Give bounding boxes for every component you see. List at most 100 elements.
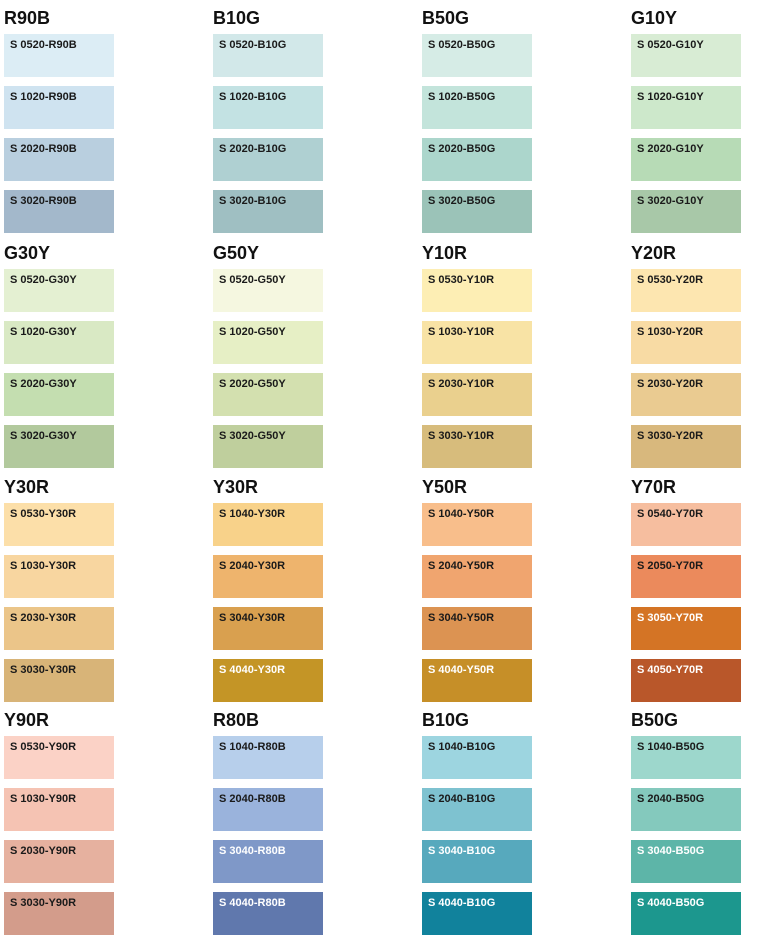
- color-swatch: S 1030-Y20R: [631, 321, 741, 364]
- color-swatch: S 2040-Y50R: [422, 555, 532, 598]
- color-swatch: S 0540-Y70R: [631, 503, 741, 546]
- color-swatch: S 0520-G10Y: [631, 34, 741, 77]
- swatch-code-label: S 1040-B10G: [428, 741, 496, 753]
- color-swatch: S 2030-Y20R: [631, 373, 741, 416]
- color-swatch: S 1040-Y50R: [422, 503, 532, 546]
- color-swatch: S 4040-B50G: [631, 892, 741, 935]
- color-swatch: S 1020-G50Y: [213, 321, 323, 364]
- color-group-r80b: R80B S 1040-R80B S 2040-R80B S 3040-R80B S 4…: [213, 710, 331, 944]
- swatch-code-label: S 3040-B10G: [428, 845, 496, 857]
- swatch-code-label: S 3020-R90B: [10, 195, 77, 207]
- swatch-code-label: S 3030-Y90R: [10, 897, 77, 909]
- swatch-code-label: S 2020-G50Y: [219, 378, 286, 390]
- color-group-title: Y20R: [631, 243, 677, 263]
- swatch-code-label: S 1030-Y30R: [10, 560, 77, 572]
- color-swatch: S 0520-G30Y: [4, 269, 114, 312]
- color-swatch: S 2030-Y10R: [422, 373, 532, 416]
- color-swatch: S 0530-Y20R: [631, 269, 741, 312]
- swatch-code-label: S 1040-Y30R: [219, 508, 286, 520]
- swatch-code-label: S 2040-B50G: [637, 793, 705, 805]
- color-swatch: S 3030-Y30R: [4, 659, 114, 702]
- color-swatch: S 2020-G30Y: [4, 373, 114, 416]
- swatch-code-label: S 4040-Y30R: [219, 664, 286, 676]
- swatch-code-label: S 2020-G10Y: [637, 143, 704, 155]
- color-swatch: S 4040-Y50R: [422, 659, 532, 702]
- swatch-code-label: S 3050-Y70R: [637, 612, 704, 624]
- color-group-g50y: G50Y S 0520-G50Y S 1020-G50Y S 2020-G50Y S 3…: [213, 243, 331, 477]
- color-group-title: Y10R: [422, 243, 468, 263]
- color-swatch: S 3040-Y30R: [213, 607, 323, 650]
- swatch-code-label: S 1020-B10G: [219, 91, 287, 103]
- color-swatch: S 1020-G10Y: [631, 86, 741, 129]
- color-group-g10y: G10Y S 0520-G10Y S 1020-G10Y S 2020-G10Y S 3…: [631, 8, 749, 242]
- color-swatch: S 2020-B10G: [213, 138, 323, 181]
- color-swatch: S 2020-R90B: [4, 138, 114, 181]
- swatch-code-label: S 3030-Y30R: [10, 664, 77, 676]
- swatch-code-label: S 4040-Y50R: [428, 664, 495, 676]
- color-group-y50r: Y50R S 1040-Y50R S 2040-Y50R S 3040-Y50R S 4…: [422, 477, 540, 711]
- swatch-code-label: S 4040-B10G: [428, 897, 496, 909]
- color-swatch: S 3020-R90B: [4, 190, 114, 233]
- swatch-code-label: S 2040-Y30R: [219, 560, 286, 572]
- swatch-code-label: S 2030-Y20R: [637, 378, 704, 390]
- swatch-code-label: S 1040-R80B: [219, 741, 286, 753]
- color-swatch: S 1040-B50G: [631, 736, 741, 779]
- color-swatch: S 2030-Y90R: [4, 840, 114, 883]
- color-swatch: S 1040-Y30R: [213, 503, 323, 546]
- color-swatch: S 3040-B10G: [422, 840, 532, 883]
- swatch-code-label: S 2020-B10G: [219, 143, 287, 155]
- color-swatch: S 3050-Y70R: [631, 607, 741, 650]
- color-group-title: G30Y: [4, 243, 51, 263]
- color-group-b50g: B50G S 1040-B50G S 2040-B50G S 3040-B50G S 4…: [631, 710, 749, 944]
- swatch-code-label: S 0520-R90B: [10, 39, 77, 51]
- swatch-code-label: S 2030-Y10R: [428, 378, 495, 390]
- color-group-title: B10G: [213, 8, 261, 28]
- color-swatch: S 0530-Y90R: [4, 736, 114, 779]
- swatch-code-label: S 3040-B50G: [637, 845, 705, 857]
- color-group-y30r: Y30R S 1040-Y30R S 2040-Y30R S 3040-Y30R S 4…: [213, 477, 331, 711]
- swatch-code-label: S 3020-B10G: [219, 195, 287, 207]
- color-swatch: S 1030-Y30R: [4, 555, 114, 598]
- color-group-title: G50Y: [213, 243, 260, 263]
- swatch-code-label: S 2030-Y30R: [10, 612, 77, 624]
- color-group-r90b: R90B S 0520-R90B S 1020-R90B S 2020-R90B S 3…: [4, 8, 122, 242]
- color-swatch: S 2020-B50G: [422, 138, 532, 181]
- color-swatch: S 0520-R90B: [4, 34, 114, 77]
- swatch-code-label: S 0520-G10Y: [637, 39, 704, 51]
- swatch-code-label: S 0520-B10G: [219, 39, 287, 51]
- swatch-code-label: S 2020-R90B: [10, 143, 77, 155]
- color-swatch: S 3020-B10G: [213, 190, 323, 233]
- color-swatch: S 1020-B50G: [422, 86, 532, 129]
- color-swatch: S 0520-B50G: [422, 34, 532, 77]
- swatch-code-label: S 4040-R80B: [219, 897, 286, 909]
- color-swatch: S 1030-Y10R: [422, 321, 532, 364]
- swatch-code-label: S 1040-B50G: [637, 741, 705, 753]
- color-swatch: S 1040-R80B: [213, 736, 323, 779]
- color-group-title: Y50R: [422, 477, 468, 497]
- swatch-code-label: S 1020-B50G: [428, 91, 496, 103]
- swatch-code-label: S 0530-Y20R: [637, 274, 704, 286]
- swatch-code-label: S 3030-Y20R: [637, 430, 704, 442]
- swatch-code-label: S 1030-Y90R: [10, 793, 77, 805]
- color-group-title: Y70R: [631, 477, 677, 497]
- color-swatch: S 4050-Y70R: [631, 659, 741, 702]
- color-group-b50g: B50G S 0520-B50G S 1020-B50G S 2020-B50G S 3…: [422, 8, 540, 242]
- swatch-code-label: S 1030-Y10R: [428, 326, 495, 338]
- swatch-code-label: S 0530-Y90R: [10, 741, 77, 753]
- color-group-b10g: B10G S 1040-B10G S 2040-B10G S 3040-B10G S 4…: [422, 710, 540, 944]
- color-group-title: Y30R: [4, 477, 50, 497]
- color-group-y20r: Y20R S 0530-Y20R S 1030-Y20R S 2030-Y20R S 3…: [631, 243, 749, 477]
- color-swatch: S 1020-B10G: [213, 86, 323, 129]
- swatch-code-label: S 3040-R80B: [219, 845, 286, 857]
- color-group-title: B50G: [631, 710, 679, 730]
- swatch-code-label: S 3040-Y50R: [428, 612, 495, 624]
- swatch-code-label: S 0520-B50G: [428, 39, 496, 51]
- color-swatch: S 2040-R80B: [213, 788, 323, 831]
- swatch-code-label: S 3020-G50Y: [219, 430, 286, 442]
- color-swatch: S 2040-B10G: [422, 788, 532, 831]
- swatch-code-label: S 1020-R90B: [10, 91, 77, 103]
- swatch-code-label: S 1020-G30Y: [10, 326, 77, 338]
- swatch-code-label: S 4040-B50G: [637, 897, 705, 909]
- swatch-code-label: S 4050-Y70R: [637, 664, 704, 676]
- color-group-y10r: Y10R S 0530-Y10R S 1030-Y10R S 2030-Y10R S 3…: [422, 243, 540, 477]
